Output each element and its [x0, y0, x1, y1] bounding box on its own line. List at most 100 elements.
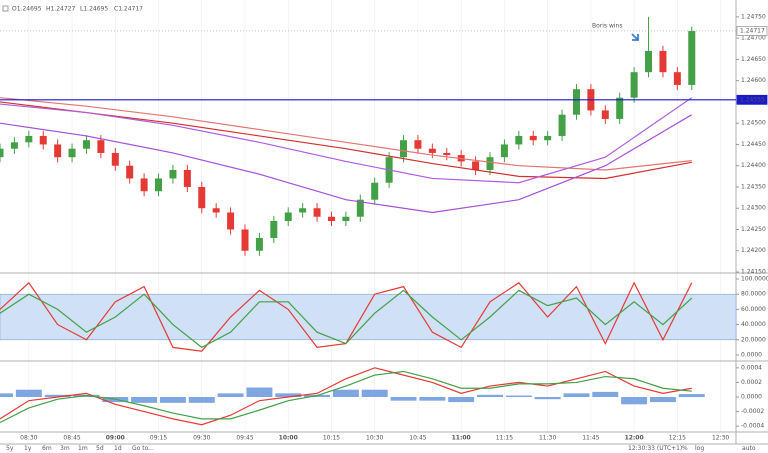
x-tick-label: 12:30	[712, 435, 729, 442]
candle-body	[0, 148, 4, 158]
x-tick-label: 09:15	[150, 435, 167, 442]
y-tick-label: 0.0000	[741, 394, 762, 401]
range-button[interactable]: 1y	[24, 445, 32, 452]
candle-body	[616, 97, 624, 119]
y-tick-label: 1.24200	[741, 247, 766, 254]
candle-body	[342, 216, 350, 221]
histogram-bar	[448, 397, 475, 403]
ohlc-value: C1.24717	[114, 6, 143, 13]
candle-body	[645, 50, 653, 73]
histogram-bar	[275, 393, 302, 397]
histogram-bar	[332, 389, 359, 397]
x-tick-label: 10:00	[279, 435, 298, 442]
price-label: 1.24717	[740, 28, 765, 35]
candle-body	[572, 89, 580, 115]
candle-body	[299, 208, 307, 213]
y-tick-label: 20.0000	[741, 336, 766, 343]
candle-body	[212, 208, 220, 213]
indicator-line	[0, 370, 692, 424]
ohlc-value: H1.24727	[46, 6, 76, 13]
x-tick-label: 09:00	[106, 435, 125, 442]
candle-body	[227, 212, 235, 230]
moving-average	[0, 101, 692, 180]
x-tick-label: 12:15	[669, 435, 686, 442]
candle-body	[659, 50, 667, 73]
candle-body	[284, 212, 292, 221]
candle-body	[270, 220, 278, 238]
toolbar-item: 12:30:33 (UTC+1)	[628, 445, 682, 452]
candle-body	[673, 72, 681, 85]
x-tick-label: 11:00	[452, 435, 471, 442]
y-tick-label: 80.0000	[741, 291, 766, 298]
candle-body	[371, 182, 379, 200]
moving-average	[0, 114, 693, 214]
annotation: Boris wins	[592, 23, 622, 30]
candle-body	[10, 142, 18, 149]
y-tick-label: 1.24350	[741, 183, 766, 190]
y-tick-label: 0.0004	[741, 364, 762, 371]
candle-body	[400, 140, 408, 158]
candle-body	[82, 140, 90, 149]
candle-body	[39, 135, 47, 145]
x-tick-label: 12:00	[625, 435, 644, 442]
y-tick-label: 60.0000	[741, 306, 766, 313]
histogram-bar	[246, 387, 273, 397]
symbol-icon	[2, 5, 9, 12]
toolbar-item[interactable]: auto	[742, 445, 756, 452]
range-button[interactable]: 1m	[78, 445, 88, 452]
y-tick-label: 0.0000	[741, 351, 762, 358]
range-button[interactable]: Go to...	[132, 445, 154, 452]
x-tick-label: 08:45	[63, 435, 80, 442]
candle-body	[601, 110, 609, 119]
candle-body	[443, 152, 451, 156]
candle-body	[241, 229, 249, 251]
candle-body	[155, 178, 163, 192]
candle-body	[515, 135, 523, 145]
range-button[interactable]: 5d	[96, 445, 104, 452]
candle-body	[54, 144, 62, 158]
candle-body	[630, 72, 638, 98]
price-label-box	[736, 94, 768, 105]
toolbar-item[interactable]: %	[682, 445, 688, 452]
candle-body	[486, 157, 494, 170]
moving-average	[0, 97, 692, 171]
histogram-bar	[534, 397, 561, 400]
histogram-bar	[390, 397, 417, 401]
candle-body	[529, 135, 537, 141]
candle-body	[356, 199, 364, 217]
y-tick-label: 1.24450	[741, 141, 766, 148]
y-tick-label: 1.24600	[741, 77, 766, 84]
histogram-bar	[621, 397, 648, 405]
histogram-bar	[592, 391, 619, 397]
ohlc-value: L1.24695	[80, 6, 108, 13]
histogram-bar	[131, 397, 158, 403]
candle-body	[126, 165, 134, 179]
range-button[interactable]: 3m	[60, 445, 70, 452]
candle-body	[198, 186, 206, 209]
price-label-box	[736, 26, 768, 36]
x-tick-label: 10:15	[323, 435, 340, 442]
toolbar-item[interactable]: log	[695, 445, 704, 452]
histogram-bar	[563, 393, 590, 397]
annotation-arrow	[631, 33, 639, 41]
candle-body	[140, 178, 148, 192]
candle-body	[255, 237, 263, 251]
x-tick-label: 09:45	[236, 435, 253, 442]
histogram-bar	[15, 389, 42, 397]
y-tick-label: 100.0000	[741, 276, 768, 283]
y-tick-label: 40.0000	[741, 321, 766, 328]
histogram-bar	[361, 389, 388, 397]
y-tick-label: 1.24650	[741, 56, 766, 63]
range-button[interactable]: 6m	[42, 445, 52, 452]
histogram-bar	[159, 397, 186, 403]
range-button[interactable]: 1d	[114, 445, 122, 452]
candle-body	[327, 216, 335, 221]
y-tick-label: 1.24500	[741, 120, 766, 127]
range-button[interactable]: 5y	[6, 445, 14, 452]
ohlc-value: O1.24695	[12, 6, 42, 13]
candle-body	[183, 169, 191, 187]
candle-body	[414, 140, 422, 149]
y-tick-label: 1.24250	[741, 226, 766, 233]
